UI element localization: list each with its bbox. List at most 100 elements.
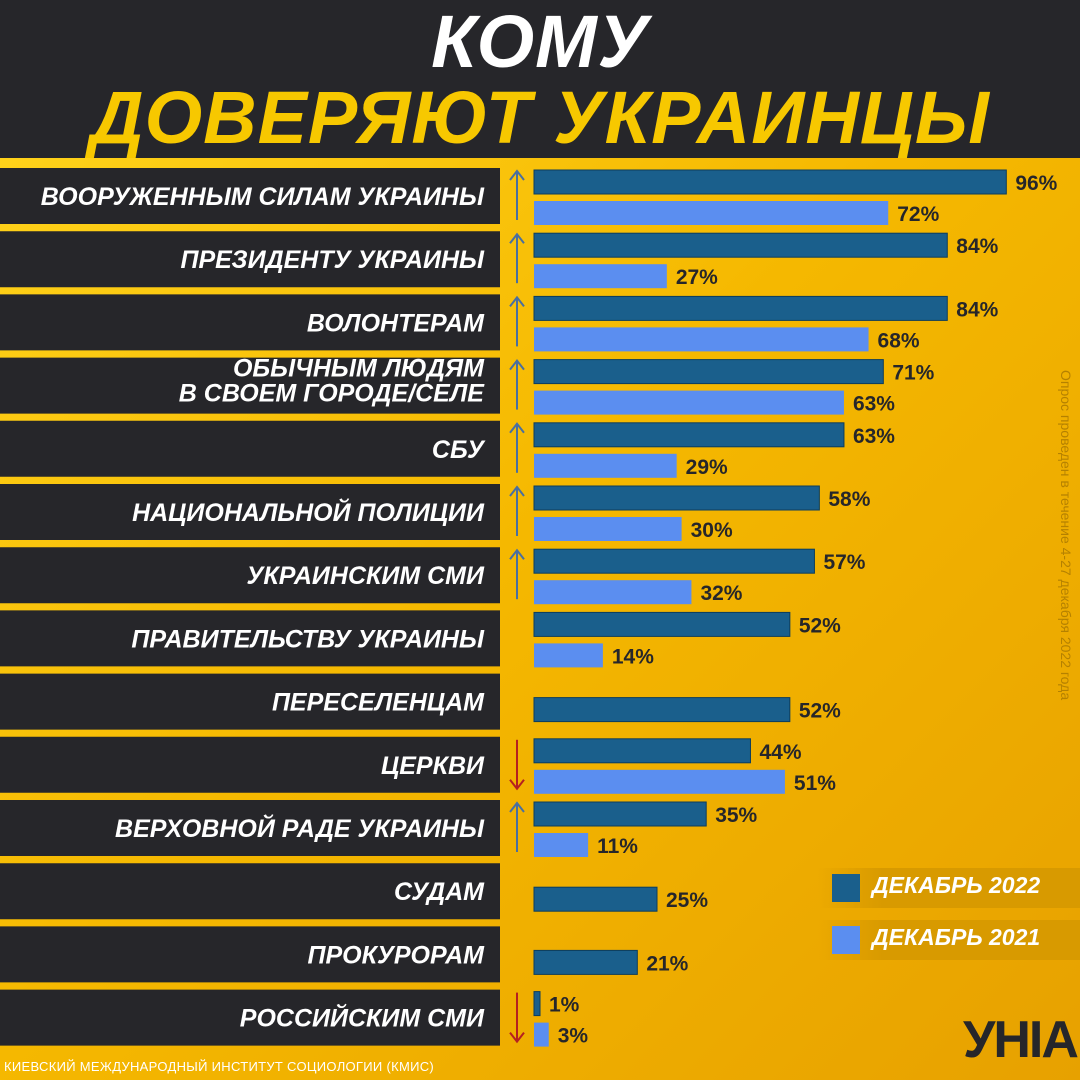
value-label-2022: 71% (892, 362, 934, 385)
category-label: ВООРУЖЕННЫМ СИЛАМ УКРАИНЫ (41, 183, 485, 211)
category-label: ПРОКУРОРАМ (307, 941, 485, 969)
category-panel (0, 547, 500, 604)
bar-2022 (533, 738, 751, 764)
legend-swatch-2022 (832, 874, 860, 902)
trend-arrowhead-up (509, 422, 525, 434)
bar-2022 (533, 169, 1007, 195)
bar-2022 (533, 611, 791, 637)
bar-2022 (533, 422, 845, 448)
trend-arrowhead-down (509, 779, 525, 791)
value-label-2022: 57% (823, 551, 865, 574)
legend-item-2021: ДЕКАБРЬ 2021 (818, 920, 1080, 960)
category-panel (0, 357, 500, 414)
category-panel (0, 736, 500, 793)
value-label-2022: 52% (799, 614, 841, 637)
bar-2022 (533, 886, 658, 912)
bar-2022 (533, 485, 820, 511)
bar-2021 (534, 833, 589, 857)
value-label-2021: 72% (897, 203, 939, 226)
value-label-2021: 68% (878, 329, 920, 352)
category-label: СБУ (432, 436, 486, 464)
legend-label-2022: ДЕКАБРЬ 2022 (872, 872, 1041, 898)
bar-2022 (533, 697, 791, 723)
category-label: СУДАМ (394, 878, 485, 906)
category-label: ПЕРЕСЕЛЕНЦАМ (272, 689, 485, 717)
value-label-2021: 14% (612, 645, 654, 668)
value-label-2022: 25% (666, 889, 708, 912)
bar-2022 (533, 232, 948, 258)
category-label: НАЦИОНАЛЬНОЙ ПОЛИЦИИ (132, 497, 485, 527)
value-label-2022: 84% (956, 298, 998, 321)
category-label: УКРАИНСКИМ СМИ (246, 562, 485, 590)
bar-2021 (534, 1022, 549, 1047)
bar-2021 (534, 517, 682, 541)
bar-2021 (534, 201, 889, 225)
category-panel (0, 926, 500, 983)
bar-2021 (534, 264, 667, 289)
category-panel (0, 484, 500, 540)
category-panel (0, 673, 500, 730)
bar-2022 (533, 991, 541, 1017)
category-panel (0, 231, 500, 288)
value-label-2022: 35% (715, 804, 757, 827)
value-label-2022: 58% (828, 488, 870, 511)
bar-2021 (534, 453, 677, 478)
bar-2021 (534, 643, 603, 668)
bar-2021 (534, 327, 869, 352)
value-label-2022: 96% (1015, 172, 1057, 195)
value-label-2022: 21% (646, 952, 688, 975)
trend-arrowhead-up (509, 169, 525, 181)
value-label-2021: 30% (691, 519, 733, 542)
category-label-line: ОБЫЧНЫМ ЛЮДЯМ (233, 355, 485, 383)
value-label-2022: 52% (799, 700, 841, 723)
category-panel (0, 294, 500, 351)
category-label-line: В СВОЕМ ГОРОДЕ/СЕЛЕ (179, 380, 486, 408)
category-label: ПРЕЗИДЕНТУ УКРАИНЫ (181, 246, 485, 274)
value-label-2022: 84% (956, 235, 998, 258)
category-panel (0, 800, 500, 856)
category-panel (0, 989, 500, 1046)
value-label-2022: 63% (853, 425, 895, 448)
legend-swatch-2021 (832, 926, 860, 954)
category-label: ОБЫЧНЫМ ЛЮДЯМ В СВОЕМ ГОРОДЕ/СЕЛЕ (179, 355, 486, 408)
category-label: ВЕРХОВНОЙ РАДЕ УКРАИНЫ (115, 813, 485, 843)
category-panel (0, 610, 500, 667)
value-label-2021: 32% (700, 582, 742, 605)
category-label: РОССИЙСКИМ СМИ (240, 1003, 485, 1033)
title-line-1: КОМУ (431, 0, 649, 83)
category-label: ЦЕРКВИ (381, 752, 485, 780)
trend-arrowhead-up (509, 295, 525, 308)
trend-arrowhead-up (509, 801, 525, 813)
trend-arrowhead-up (509, 232, 525, 244)
bar-2022 (533, 359, 884, 385)
header-band (0, 0, 1080, 158)
trend-arrowhead-up (509, 358, 525, 371)
bar-2022 (533, 801, 707, 827)
source-credit: КИЕВСКИЙ МЕЖДУНАРОДНЫЙ ИНСТИТУТ СОЦИОЛОГ… (4, 1059, 435, 1074)
category-label: ПРАВИТЕЛЬСТВУ УКРАИНЫ (131, 625, 485, 653)
category-panel (0, 420, 500, 477)
bar-2021 (534, 769, 785, 794)
title-line-2: ДОВЕРЯЮТ УКРАИНЦЫ (90, 76, 990, 159)
legend-item-2022: ДЕКАБРЬ 2022 (818, 868, 1080, 908)
value-label-2021: 27% (676, 266, 718, 289)
value-label-2021: 63% (853, 393, 895, 416)
logo-text: УНІАН (963, 1011, 1080, 1069)
survey-note: Опрос проведен в течение 4-27 декабря 20… (1058, 370, 1074, 701)
legend-label-2021: ДЕКАБРЬ 2021 (872, 924, 1041, 950)
trend-arrowhead-down (509, 1031, 525, 1044)
value-label-2021: 11% (597, 835, 638, 858)
bar-2021 (534, 580, 692, 605)
category-panel (0, 168, 500, 224)
bar-2022 (533, 295, 948, 321)
trend-arrowhead-up (509, 485, 525, 497)
value-label-2021: 51% (794, 772, 836, 795)
category-panel (0, 863, 500, 920)
bar-2021 (534, 390, 844, 415)
category-label: ВОЛОНТЕРАМ (307, 309, 485, 337)
bar-2022 (533, 548, 815, 574)
trend-arrowhead-up (509, 548, 525, 560)
bar-2022 (533, 949, 638, 975)
value-label-2021: 29% (686, 456, 728, 479)
